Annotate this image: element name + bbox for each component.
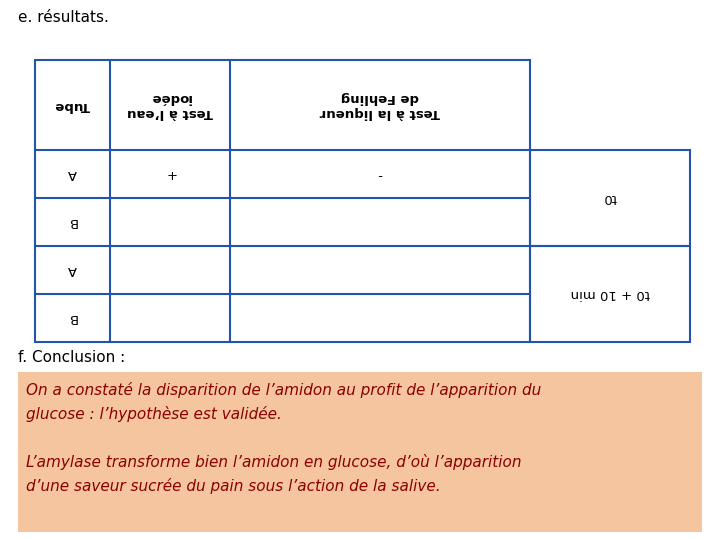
Text: -: - (377, 167, 382, 180)
Text: +: + (164, 167, 176, 180)
Text: Test à la liqueur
de Fehling: Test à la liqueur de Fehling (320, 91, 440, 119)
Text: e. résultats.: e. résultats. (18, 10, 109, 25)
Text: B: B (68, 312, 77, 325)
Text: A: A (68, 167, 77, 180)
FancyBboxPatch shape (18, 372, 702, 532)
Text: On a constaté la disparition de l’amidon au profit de l’apparition du
glucose : : On a constaté la disparition de l’amidon… (26, 382, 541, 422)
Text: t0: t0 (603, 192, 617, 205)
Text: A: A (68, 264, 77, 276)
Text: t0 + 10 min: t0 + 10 min (570, 287, 649, 300)
Text: f. Conclusion :: f. Conclusion : (18, 350, 125, 365)
Text: L’amylase transforme bien l’amidon en glucose, d’où l’apparition
d’une saveur su: L’amylase transforme bien l’amidon en gl… (26, 454, 521, 494)
Text: Tube: Tube (55, 98, 90, 111)
Text: Test à l’eau
iodée: Test à l’eau iodée (127, 91, 213, 119)
Text: B: B (68, 215, 77, 228)
